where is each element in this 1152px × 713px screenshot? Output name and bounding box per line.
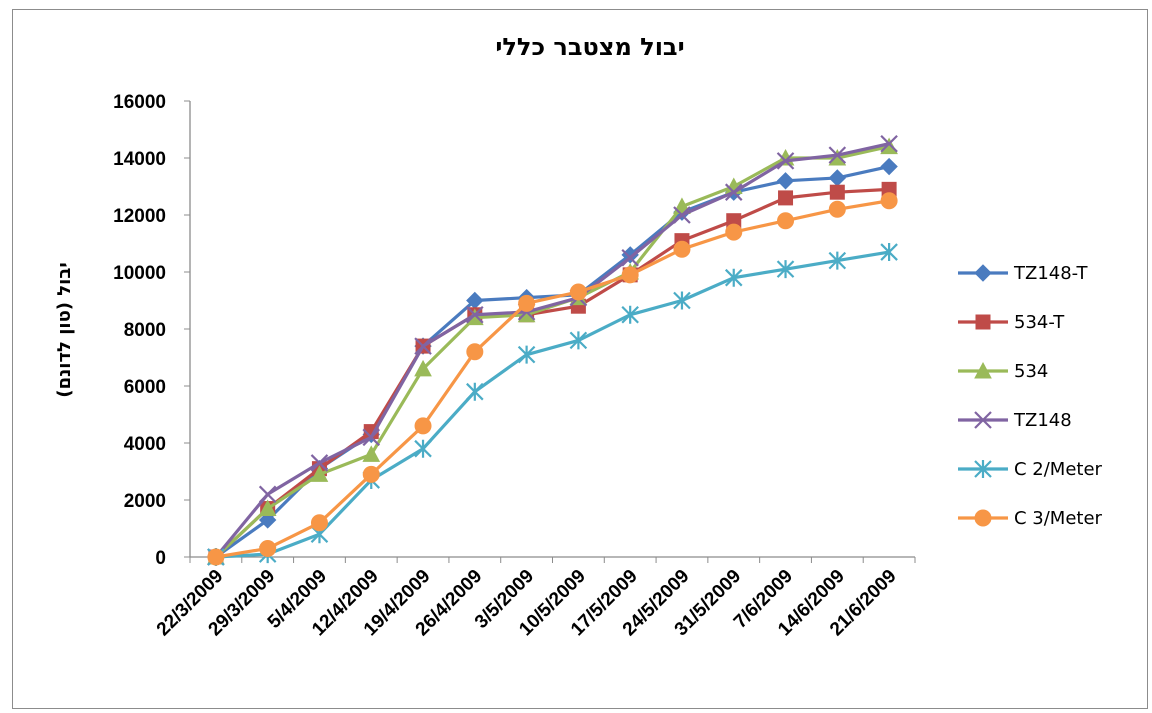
data-point [466,305,484,324]
legend-label: TZ148 [1013,410,1072,431]
data-point [569,283,587,301]
data-point [310,454,329,472]
data-point [466,382,484,401]
legend-label: 534-T [1014,312,1065,333]
data-point [362,428,381,447]
data-point [258,485,277,504]
y-axis-label: יבול (טון לדונם) [54,262,75,397]
data-point [517,305,536,323]
legend-item: TZ148-T [958,263,1089,284]
data-point [974,361,992,379]
data-point [310,514,328,532]
data-point [974,460,992,478]
series-c-2-meter [207,243,898,566]
data-point [880,134,898,153]
y-tick-label: 10000 [113,263,166,284]
y-tick-label: 6000 [124,377,166,398]
legend-label: TZ148-T [1013,263,1089,284]
series-534 [207,137,898,565]
data-point [621,305,639,324]
data-point [621,266,639,284]
legend-label: 534 [1014,361,1048,382]
data-point [880,192,898,210]
data-point [673,240,691,258]
series-534-t [208,181,897,565]
data-point [778,190,794,206]
data-point [724,183,743,201]
series-line [215,250,890,559]
data-point [518,294,536,312]
data-point [776,260,795,279]
y-tick-label: 16000 [113,92,166,113]
legend: TZ148-T 534-T 534 TZ148 C 2/Meter C 3/Meter [958,263,1103,529]
data-point [974,264,992,282]
series-line [214,187,890,559]
data-point [828,169,847,187]
legend-item: 534 [958,361,1048,382]
data-point [776,152,795,170]
data-point [828,148,847,166]
data-point [259,539,277,557]
series-line [214,142,890,559]
data-point [517,345,536,364]
data-point [828,200,846,218]
legend-item: C 2/Meter [958,459,1103,480]
data-point [569,331,588,350]
data-point [466,343,484,361]
series-line [214,145,890,559]
data-point [828,146,847,164]
y-tick-label: 4000 [124,434,166,455]
chart-title: יבול מצטבר כללי [495,33,684,61]
legend-item: TZ148 [958,410,1072,431]
data-point [414,439,432,458]
series-tz148 [207,134,898,566]
data-point [310,465,329,482]
data-point [828,251,847,270]
data-point [362,465,380,483]
data-point [207,548,225,566]
data-point [829,184,845,200]
legend-item: C 3/Meter [958,508,1103,529]
data-point [975,314,991,330]
legend-label: C 3/Meter [1014,508,1103,529]
data-point [777,212,795,230]
data-point [974,411,992,429]
legend-label: C 2/Meter [1014,459,1103,480]
y-tick-label: 8000 [124,320,166,341]
data-point [974,509,992,527]
data-point [725,223,743,241]
data-point [362,445,381,462]
data-point [673,291,691,310]
data-point [776,172,795,190]
data-point [414,337,432,355]
data-point [724,268,743,287]
y-tick-label: 0 [155,548,166,569]
data-point [414,359,432,377]
data-point [258,499,277,517]
chart-frame [12,9,1148,709]
data-point [880,243,898,262]
data-point [621,248,639,267]
data-point [414,417,432,435]
legend-item: 534-T [958,312,1065,333]
y-tick-label: 14000 [113,149,166,170]
y-tick-label: 2000 [124,491,166,512]
axes: 020004000600080001000012000140001600022/… [113,92,916,640]
y-tick-label: 12000 [113,206,166,227]
series-line [215,199,890,559]
data-point [673,206,691,224]
series-layer [207,134,898,566]
data-point [880,157,898,176]
series-c-3-meter [207,192,898,566]
